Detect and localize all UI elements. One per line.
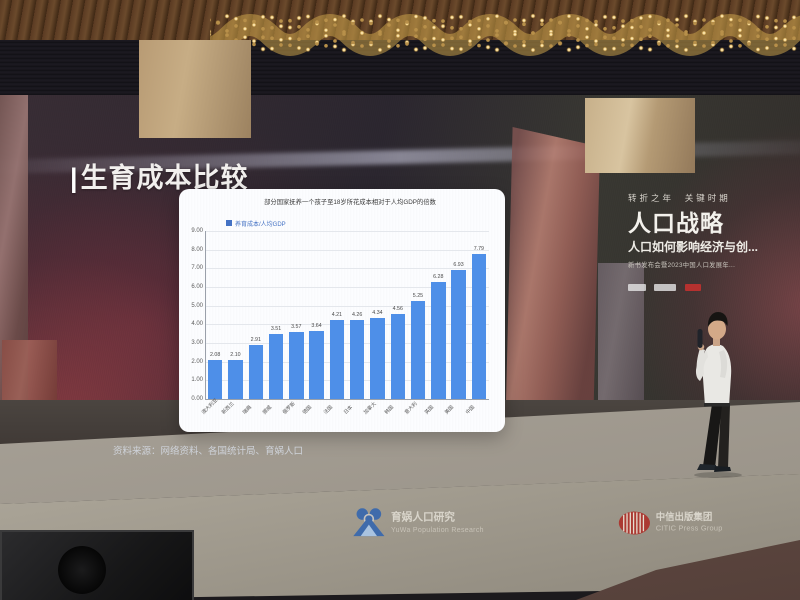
- svg-text:YuWa Population Research: YuWa Population Research: [391, 527, 484, 534]
- svg-text:中信出版集团: 中信出版集团: [656, 511, 713, 522]
- svg-text:CITIC Press Group: CITIC Press Group: [656, 523, 723, 532]
- svg-text:育娲人口研究: 育娲人口研究: [391, 511, 455, 524]
